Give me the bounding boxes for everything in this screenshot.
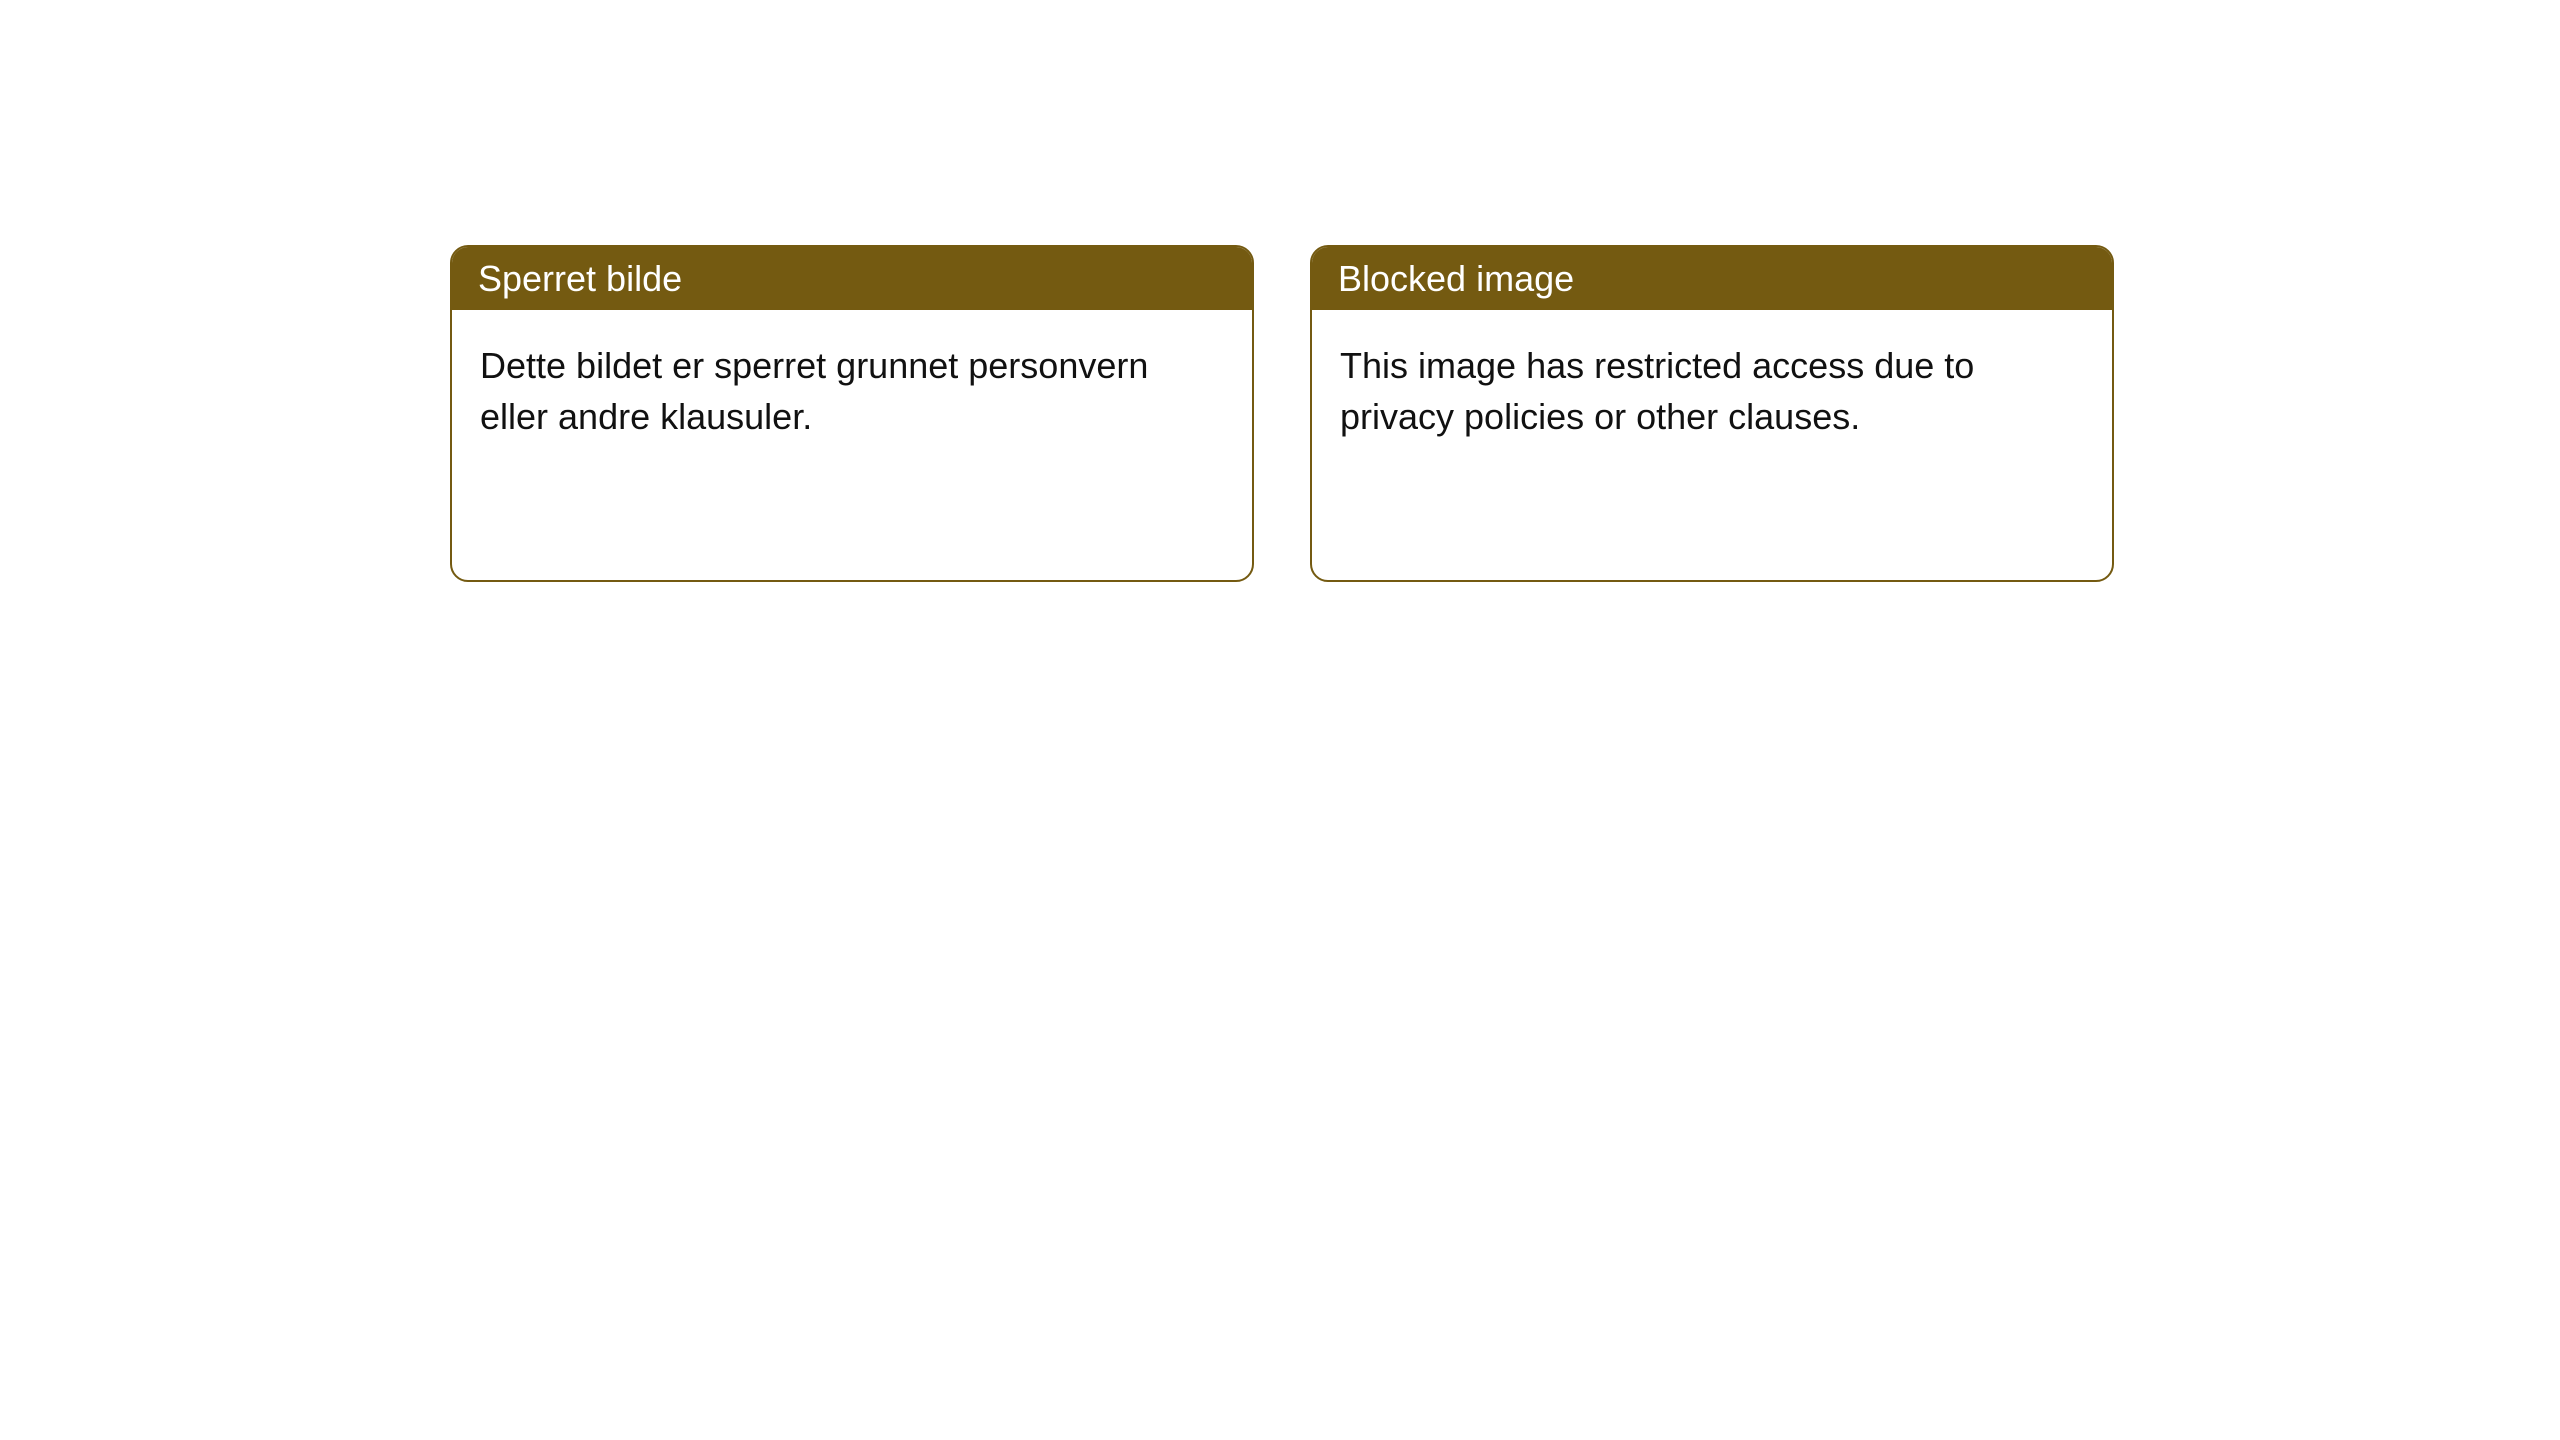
card-header-english: Blocked image bbox=[1312, 247, 2112, 310]
card-body-english: This image has restricted access due to … bbox=[1312, 310, 2112, 580]
card-norwegian: Sperret bilde Dette bildet er sperret gr… bbox=[450, 245, 1254, 582]
card-body-norwegian: Dette bildet er sperret grunnet personve… bbox=[452, 310, 1252, 580]
card-header-norwegian: Sperret bilde bbox=[452, 247, 1252, 310]
card-english: Blocked image This image has restricted … bbox=[1310, 245, 2114, 582]
cards-container: Sperret bilde Dette bildet er sperret gr… bbox=[0, 0, 2560, 582]
